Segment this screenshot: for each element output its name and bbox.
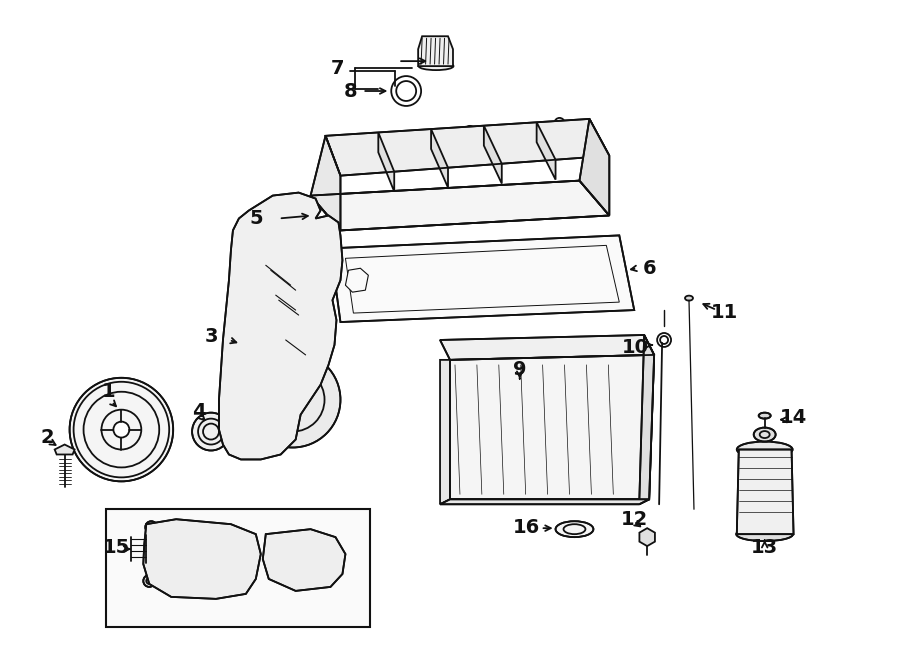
Ellipse shape <box>384 140 406 158</box>
Circle shape <box>232 396 240 404</box>
Polygon shape <box>310 136 340 230</box>
Polygon shape <box>484 126 502 183</box>
Text: 6: 6 <box>643 259 656 278</box>
Circle shape <box>554 118 564 128</box>
Circle shape <box>255 226 263 234</box>
Polygon shape <box>330 236 634 322</box>
Circle shape <box>327 242 335 250</box>
Ellipse shape <box>590 275 608 285</box>
Text: 14: 14 <box>780 408 807 427</box>
Circle shape <box>456 491 464 498</box>
Polygon shape <box>440 499 649 504</box>
Ellipse shape <box>685 296 693 301</box>
Ellipse shape <box>551 252 569 262</box>
Circle shape <box>644 416 652 424</box>
Polygon shape <box>450 355 654 499</box>
Text: 7: 7 <box>330 59 344 77</box>
Polygon shape <box>263 529 346 591</box>
Polygon shape <box>310 181 609 230</box>
Text: 9: 9 <box>513 360 526 379</box>
Polygon shape <box>737 449 794 534</box>
Circle shape <box>516 341 524 349</box>
Polygon shape <box>440 335 654 360</box>
Polygon shape <box>143 519 261 599</box>
Circle shape <box>575 338 583 346</box>
Ellipse shape <box>418 62 454 70</box>
Circle shape <box>265 236 273 244</box>
Ellipse shape <box>145 521 158 533</box>
Polygon shape <box>536 122 555 179</box>
Circle shape <box>634 485 641 493</box>
Circle shape <box>317 226 325 234</box>
Circle shape <box>69 378 173 481</box>
Text: 8: 8 <box>344 81 357 101</box>
Text: 5: 5 <box>249 209 263 228</box>
Polygon shape <box>346 268 368 292</box>
Ellipse shape <box>555 521 593 537</box>
FancyBboxPatch shape <box>106 509 370 627</box>
Text: 12: 12 <box>621 510 648 529</box>
Ellipse shape <box>759 412 770 418</box>
Circle shape <box>340 144 350 154</box>
Polygon shape <box>219 193 343 459</box>
Polygon shape <box>55 444 75 455</box>
Circle shape <box>245 216 253 224</box>
Circle shape <box>237 440 245 448</box>
Circle shape <box>536 493 544 500</box>
Ellipse shape <box>491 256 508 265</box>
Circle shape <box>266 444 274 451</box>
Circle shape <box>441 426 449 434</box>
Ellipse shape <box>753 428 776 442</box>
Text: 2: 2 <box>40 428 55 447</box>
Polygon shape <box>639 528 655 546</box>
Circle shape <box>232 346 240 354</box>
Polygon shape <box>326 119 609 175</box>
Circle shape <box>592 146 602 156</box>
Text: 10: 10 <box>622 338 649 357</box>
Circle shape <box>245 352 340 448</box>
Text: 13: 13 <box>752 538 778 557</box>
Text: 11: 11 <box>711 303 739 322</box>
Text: 16: 16 <box>513 518 540 537</box>
Polygon shape <box>431 129 448 187</box>
Ellipse shape <box>143 575 155 587</box>
Ellipse shape <box>192 412 230 451</box>
Ellipse shape <box>426 260 444 270</box>
Circle shape <box>456 344 464 352</box>
Polygon shape <box>418 36 453 66</box>
Text: 15: 15 <box>103 538 130 557</box>
Text: 4: 4 <box>193 402 206 421</box>
Ellipse shape <box>366 267 384 277</box>
Circle shape <box>232 306 240 314</box>
Circle shape <box>465 126 475 136</box>
Circle shape <box>287 430 294 438</box>
Circle shape <box>171 534 221 584</box>
Circle shape <box>311 386 320 394</box>
Text: 3: 3 <box>204 328 218 346</box>
Circle shape <box>190 553 202 565</box>
Ellipse shape <box>736 527 793 541</box>
Circle shape <box>113 422 130 438</box>
Circle shape <box>289 541 328 581</box>
Polygon shape <box>580 119 609 216</box>
Circle shape <box>293 305 323 335</box>
Circle shape <box>630 341 638 349</box>
Circle shape <box>274 246 283 254</box>
Circle shape <box>319 346 327 354</box>
Polygon shape <box>639 335 654 504</box>
Polygon shape <box>378 132 394 191</box>
Ellipse shape <box>737 442 793 457</box>
Text: 1: 1 <box>102 382 115 401</box>
Polygon shape <box>440 360 450 504</box>
